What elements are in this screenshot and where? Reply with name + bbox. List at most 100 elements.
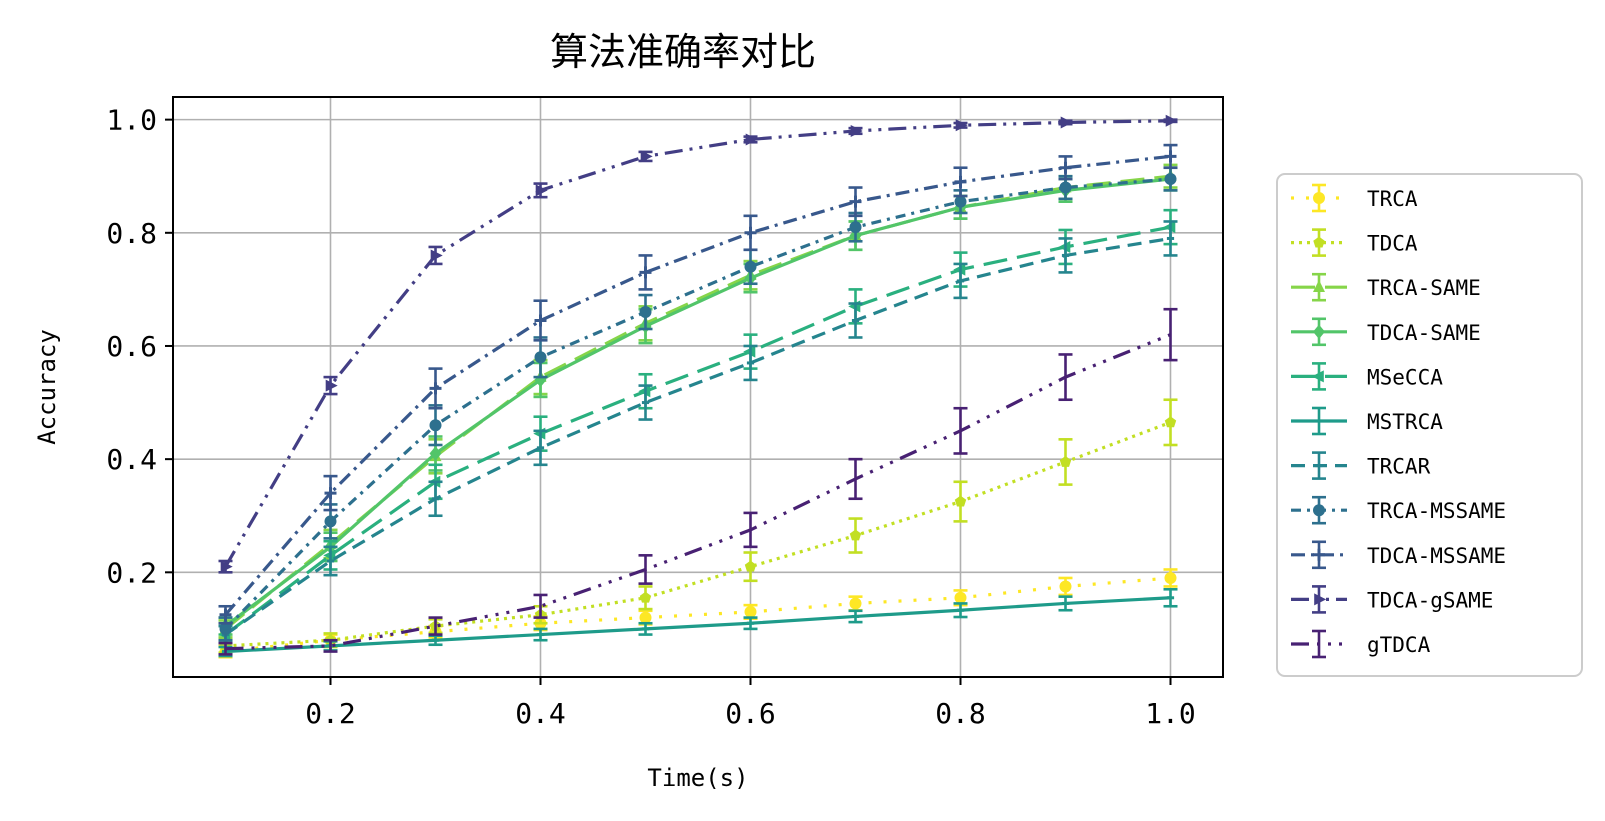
x-tick-label: 0.6 <box>725 697 776 730</box>
data-point-marker <box>639 306 652 319</box>
data-point-marker <box>954 175 967 188</box>
axis-ticks: 0.2 0.4 0.6 0.8 1.0 0.2 0.4 0.6 0.8 1.0 <box>106 104 1195 730</box>
data-point-marker <box>639 591 652 603</box>
data-point-marker <box>1314 593 1327 606</box>
data-point-marker <box>1164 173 1177 186</box>
legend-label: MSTRCA <box>1367 410 1443 434</box>
x-tick-label: 0.8 <box>935 697 986 730</box>
legend-item-trca: TRCA <box>1291 183 1418 213</box>
data-point-marker <box>1313 192 1325 204</box>
x-axis-label: Time(s) <box>647 764 748 792</box>
data-point-marker <box>325 379 338 392</box>
legend-label: TDCA-gSAME <box>1367 588 1493 612</box>
data-point-marker <box>534 314 547 327</box>
legend-box <box>1276 173 1583 677</box>
data-point-marker <box>639 611 652 624</box>
plot-series <box>218 114 1178 659</box>
legend-item-tdca-gsame: TDCA-gSAME <box>1291 585 1493 614</box>
series-tdca-gsame <box>218 114 1178 574</box>
data-point-marker <box>954 195 967 208</box>
data-point-marker <box>1059 181 1072 194</box>
data-point-marker <box>534 351 547 364</box>
legend-item-trca-same: TRCA-SAME <box>1291 272 1481 302</box>
series-line <box>225 596 1171 654</box>
series-line <box>224 154 1171 616</box>
data-point-marker <box>1164 150 1177 163</box>
data-point-marker <box>429 382 442 395</box>
legend-item-gtdca: gTDCA <box>1291 629 1431 659</box>
x-tick-label: 1.0 <box>1145 697 1196 730</box>
legend-item-trcar: TRCAR <box>1291 451 1431 480</box>
data-point-marker <box>744 226 757 239</box>
y-tick-label: 0.2 <box>106 556 157 589</box>
legend-item-tdca: TDCA <box>1291 228 1418 257</box>
data-point-marker <box>1059 580 1072 593</box>
series-trcar <box>218 220 1178 645</box>
legend-label: TRCA-SAME <box>1367 276 1481 300</box>
legend-label: TDCA-MSSAME <box>1367 544 1506 568</box>
data-point-marker <box>1313 236 1325 248</box>
series-tdca-mssame <box>218 143 1178 625</box>
x-tick-label: 0.2 <box>305 697 356 730</box>
y-tick-label: 0.8 <box>106 217 157 250</box>
data-point-marker <box>1165 114 1178 127</box>
legend: TRCA TDCA TRCA-SAME TDCA-SAME MSeCCA MSTRCA TR… <box>1276 173 1583 677</box>
data-point-marker <box>1313 324 1325 339</box>
legend-item-trca-mssame: TRCA-MSSAME <box>1291 495 1506 525</box>
y-tick-label: 0.4 <box>106 443 157 476</box>
data-point-marker <box>324 487 337 500</box>
y-tick-label: 1.0 <box>106 104 157 137</box>
data-point-marker <box>1060 116 1073 129</box>
legend-item-tdca-same: TDCA-SAME <box>1291 317 1481 347</box>
data-point-marker <box>1164 571 1177 584</box>
legend-label: TRCA-MSSAME <box>1367 499 1506 523</box>
data-point-marker <box>849 195 862 208</box>
data-point-marker <box>1059 455 1072 467</box>
data-point-marker <box>1311 370 1324 383</box>
data-point-marker <box>744 605 757 618</box>
data-point-marker <box>849 597 862 610</box>
series-line <box>224 174 1171 631</box>
data-point-marker <box>1313 280 1325 292</box>
data-point-marker <box>744 560 757 572</box>
y-tick-label: 0.6 <box>106 330 157 363</box>
series-line <box>224 177 1171 628</box>
data-point-marker <box>1059 161 1072 174</box>
data-point-marker <box>640 150 653 163</box>
data-point-marker <box>535 184 548 197</box>
data-point-marker <box>745 133 758 146</box>
data-point-marker <box>219 608 232 621</box>
data-point-marker <box>849 221 862 234</box>
data-point-marker <box>429 419 442 432</box>
data-point-marker <box>954 591 967 604</box>
data-point-marker <box>430 249 443 262</box>
data-point-marker <box>324 515 337 528</box>
plot-frame <box>172 96 1224 678</box>
data-point-marker <box>1164 416 1177 428</box>
chart-title: 算法准确率对比 <box>550 30 816 74</box>
x-tick-label: 0.4 <box>515 697 566 730</box>
legend-label: TDCA-SAME <box>1367 321 1481 345</box>
data-point-marker <box>639 266 652 279</box>
y-axis-label: Accuracy <box>33 329 61 445</box>
series-line <box>225 333 1172 651</box>
series-gtdca <box>218 307 1178 656</box>
series-line <box>224 236 1171 636</box>
data-point-marker <box>429 446 442 461</box>
data-point-marker <box>220 560 233 573</box>
legend-label: MSeCCA <box>1367 365 1443 389</box>
data-point-marker <box>1313 504 1325 517</box>
data-point-marker <box>955 119 968 132</box>
legend-label: gTDCA <box>1367 633 1431 657</box>
data-point-marker <box>954 495 967 507</box>
legend-item-mstrca: MSTRCA <box>1291 406 1443 436</box>
data-point-marker <box>744 260 757 273</box>
data-point-marker <box>849 529 862 541</box>
legend-item-tdca-mssame: TDCA-MSSAME <box>1291 540 1506 570</box>
legend-label: TDCA <box>1367 232 1418 256</box>
data-point-marker <box>219 622 232 635</box>
legend-label: TRCAR <box>1367 455 1431 479</box>
data-point-marker <box>850 124 863 137</box>
legend-item-msecca: MSeCCA <box>1291 362 1443 391</box>
